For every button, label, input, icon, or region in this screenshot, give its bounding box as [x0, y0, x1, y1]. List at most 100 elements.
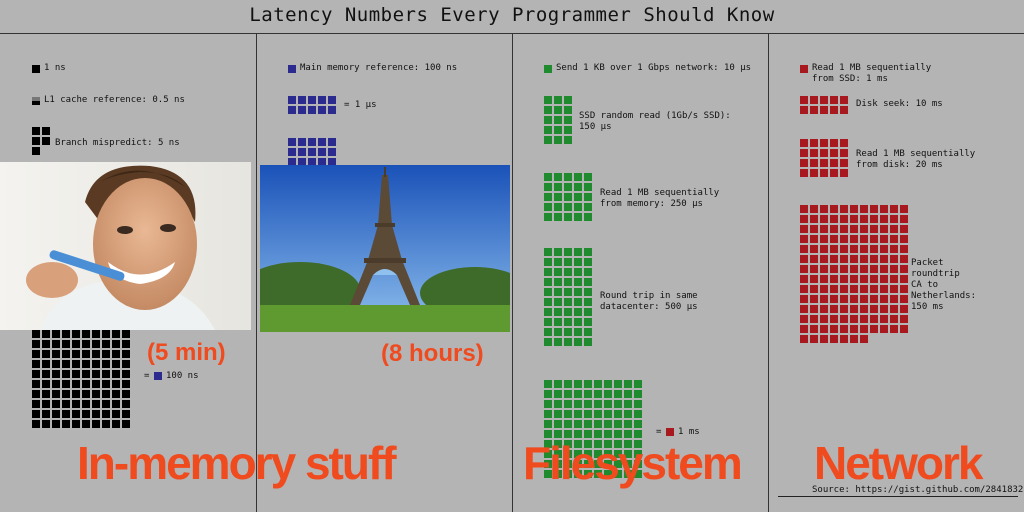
grid-square: [574, 328, 582, 336]
grid-square: [122, 410, 130, 418]
grid-square: [614, 430, 622, 438]
grid-square: [594, 440, 602, 448]
grid-square: [92, 360, 100, 368]
grid-square: [850, 205, 858, 213]
grid-square: [564, 430, 572, 438]
grid-square: [850, 255, 858, 263]
grid-square: [840, 235, 848, 243]
grid-square: [604, 420, 612, 428]
grid-square: [584, 173, 592, 181]
grid-square: [564, 318, 572, 326]
grid-square: [62, 380, 70, 388]
grid-square: [544, 258, 552, 266]
grid-square: [82, 410, 90, 418]
grid-square: [810, 159, 818, 167]
grid-square: [800, 139, 808, 147]
grid-square: [584, 203, 592, 211]
grid-square: [820, 305, 828, 313]
grid-square: [564, 450, 572, 458]
grid-square: [880, 315, 888, 323]
grid-square: [870, 275, 878, 283]
grid-square: [564, 183, 572, 191]
grid-square: [830, 245, 838, 253]
equals-label: =: [144, 371, 155, 381]
grid-square: [624, 420, 632, 428]
grid-square: [102, 370, 110, 378]
grid-square: [554, 460, 562, 468]
grid-square: [830, 235, 838, 243]
grid-square: [544, 400, 552, 408]
grid-square: [574, 193, 582, 201]
grid-square: [564, 116, 572, 124]
grid-square: [574, 450, 582, 458]
grid-square: [574, 410, 582, 418]
grid-square: [624, 400, 632, 408]
grid-square: [820, 275, 828, 283]
source-underline: [778, 496, 1018, 497]
grid-square: [870, 315, 878, 323]
grid-square: [32, 380, 40, 388]
grid-square: [42, 340, 50, 348]
grid-square: [584, 440, 592, 448]
grid-square: [880, 325, 888, 333]
grid-square: [870, 305, 878, 313]
grid-square: [554, 116, 562, 124]
grid-square: [890, 215, 898, 223]
grid-square: [900, 245, 908, 253]
grid-square: [564, 213, 572, 221]
grid-square: [318, 158, 326, 166]
grid-square: [92, 370, 100, 378]
grid-square: [112, 330, 120, 338]
grid-square: [82, 390, 90, 398]
grid-square: [564, 203, 572, 211]
grid-square: [42, 400, 50, 408]
grid-square: [840, 255, 848, 263]
column-divider: [768, 33, 769, 512]
grid-square: [840, 205, 848, 213]
grid-square: [584, 308, 592, 316]
grid-square: [890, 295, 898, 303]
grid-square: [574, 430, 582, 438]
grid-square: [32, 147, 40, 155]
grid-square: [564, 248, 572, 256]
grid-square: [328, 106, 336, 114]
round-trip-label: Round trip in same datacenter: 500 µs: [600, 291, 698, 312]
grid-square: [810, 275, 818, 283]
grid-square: [880, 305, 888, 313]
grid-square: [72, 370, 80, 378]
grid-square: [890, 205, 898, 213]
grid-square: [102, 350, 110, 358]
grid-square: [634, 430, 642, 438]
grid-square: [62, 390, 70, 398]
grid-square: [890, 265, 898, 273]
grid-square: [298, 106, 306, 114]
grid-square: [574, 338, 582, 346]
grid-square: [52, 380, 60, 388]
grid-square: [830, 215, 838, 223]
main-memory-square: [288, 65, 296, 73]
grid-square: [32, 360, 40, 368]
one-us-grid: [288, 96, 336, 114]
grid-square: [122, 350, 130, 358]
grid-square: [594, 400, 602, 408]
grid-square: [830, 295, 838, 303]
grid-square: [82, 340, 90, 348]
grid-square: [840, 265, 848, 273]
grid-square: [830, 106, 838, 114]
grid-square: [850, 265, 858, 273]
grid-square: [92, 340, 100, 348]
grid-square: [634, 440, 642, 448]
grid-square: [810, 205, 818, 213]
read-ssd-square: [800, 65, 808, 73]
grid-square: [810, 305, 818, 313]
grid-square: [92, 380, 100, 388]
grid-square: [584, 380, 592, 388]
grid-square: [574, 248, 582, 256]
read-disk-label: Read 1 MB sequentially from disk: 20 ms: [856, 149, 976, 170]
l1-cache-label: L1 cache reference: 0.5 ns: [44, 95, 185, 105]
grid-square: [122, 390, 130, 398]
grid-square: [820, 139, 828, 147]
grid-square: [604, 430, 612, 438]
grid-square: [870, 205, 878, 213]
grid-square: [574, 460, 582, 468]
